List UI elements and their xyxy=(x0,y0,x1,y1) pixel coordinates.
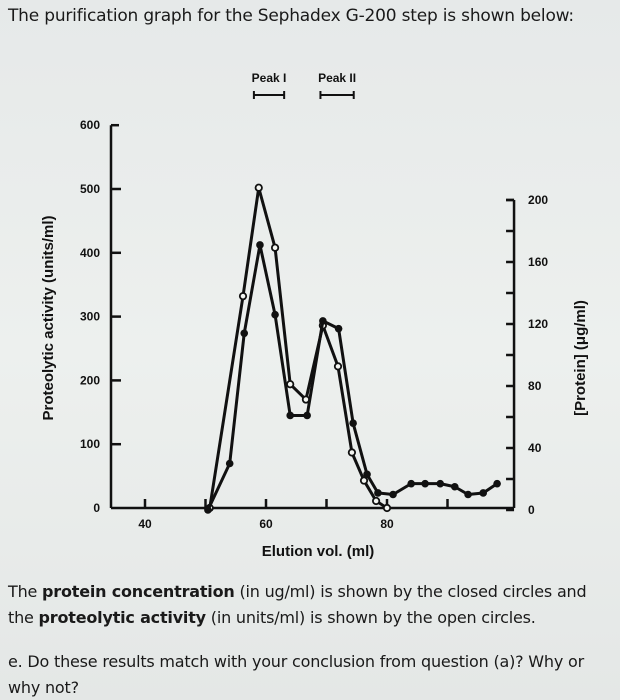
protein-point xyxy=(334,324,343,333)
activity-point xyxy=(333,362,343,371)
chart-marks xyxy=(204,183,501,514)
left-tick-label: 300 xyxy=(80,310,100,324)
protein-point xyxy=(374,489,382,497)
protein-point xyxy=(464,490,472,499)
protein-point xyxy=(389,490,397,499)
activity-point xyxy=(270,243,280,252)
protein-point xyxy=(286,411,295,420)
protein-point xyxy=(349,419,357,428)
peak-label: Peak I xyxy=(252,71,287,85)
right-axis-label: [Protein] (μg/ml) xyxy=(572,300,589,416)
activity-point xyxy=(286,380,295,389)
protein-point xyxy=(319,317,327,325)
protein-point xyxy=(407,479,416,488)
question-line-2: why not? xyxy=(8,678,79,697)
x-tick-label: 40 xyxy=(138,517,152,531)
activity-point xyxy=(347,448,357,457)
protein-point xyxy=(363,470,371,479)
left-tick-label: 400 xyxy=(80,246,100,260)
protein-line xyxy=(206,243,498,511)
protein-point xyxy=(436,479,445,488)
protein-point xyxy=(240,329,249,338)
activity-point xyxy=(359,476,369,485)
x-tick-label: 80 xyxy=(380,517,394,531)
right-tick-label: 0 xyxy=(528,503,535,517)
left-tick-label: 500 xyxy=(80,182,100,196)
header-title: The purification graph for the Sephadex … xyxy=(8,6,574,26)
activity-point xyxy=(382,503,392,513)
activity-point xyxy=(254,183,263,192)
question-line-1: e. Do these results match with your conc… xyxy=(8,652,584,671)
right-tick-label: 200 xyxy=(528,193,548,207)
right-tick-label: 40 xyxy=(528,441,542,455)
right-tick-label: 80 xyxy=(528,379,542,393)
activity-point xyxy=(238,292,248,301)
protein-point xyxy=(421,479,429,488)
protein-point xyxy=(479,489,487,497)
chart-axes: 0 100 200 300 400 500 600 0 40 80 120 160 200 40 60 80 P… xyxy=(80,71,548,531)
left-tick-label: 200 xyxy=(80,373,100,387)
left-tick-label: 100 xyxy=(80,437,100,451)
protein-point xyxy=(493,479,501,488)
activity-point xyxy=(372,496,381,506)
x-tick-label: 60 xyxy=(259,517,273,531)
caption-line-2: the proteolytic activity (in units/ml) i… xyxy=(8,608,536,627)
activity-line xyxy=(208,186,388,510)
protein-point xyxy=(450,482,459,491)
protein-point xyxy=(303,411,311,420)
chart: 0 100 200 300 400 500 600 0 40 80 120 160 200 40 60 80 P… xyxy=(40,71,589,560)
right-tick-label: 160 xyxy=(528,255,548,269)
protein-point xyxy=(271,310,279,319)
protein-point xyxy=(204,506,212,514)
right-tick-label: 120 xyxy=(528,317,548,331)
left-axis-label: Proteolytic activity (units/ml) xyxy=(40,215,57,420)
protein-point xyxy=(225,459,234,468)
x-axis-label: Elution vol. (ml) xyxy=(262,543,375,560)
left-tick-label: 600 xyxy=(80,118,100,132)
protein-point xyxy=(256,241,264,249)
peak-label: Peak II xyxy=(318,71,356,85)
caption-line-1: The protein concentration (in ug/ml) is … xyxy=(8,582,587,601)
left-tick-label: 0 xyxy=(93,501,100,515)
